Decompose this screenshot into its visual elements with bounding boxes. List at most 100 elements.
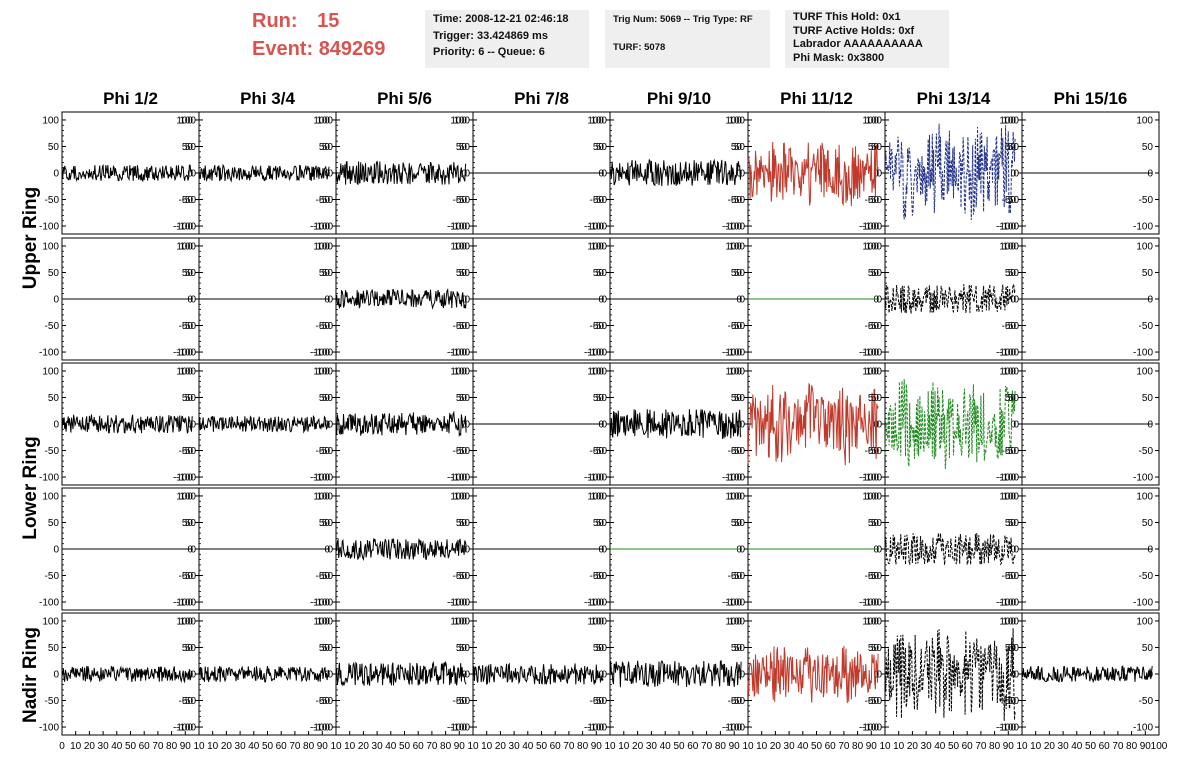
y-tick-label-right: 0 [1147, 295, 1153, 306]
y-tick-label-right: 0 [1010, 169, 1016, 180]
y-tick-label-right: 0 [598, 295, 604, 306]
y-tick-label-left: 0 [464, 545, 470, 556]
y-tick-label-right: -100 [447, 598, 467, 609]
y-tick-label-right: 50 [182, 643, 194, 654]
y-tick-label-left: 100 [728, 241, 745, 252]
y-tick-label-left: 0 [601, 545, 607, 556]
turf-line: TURF: 5078 [613, 42, 666, 53]
y-tick-label-right: -100 [310, 723, 330, 734]
x-tick-label: 90 [1003, 741, 1015, 752]
y-tick-label-right: 0 [187, 545, 193, 556]
x-tick-label: 40 [248, 741, 260, 752]
y-tick-label-right: -100 [310, 473, 330, 484]
y-tick-label-left: -100 [862, 222, 882, 233]
y-tick-label-left: -50 [45, 696, 60, 707]
y-tick-label-right: 50 [319, 643, 331, 654]
y-tick-label-right: 50 [868, 142, 880, 153]
x-tick-label: 80 [440, 741, 452, 752]
y-tick-label-left: 100 [453, 241, 470, 252]
y-tick-label-right: -100 [310, 598, 330, 609]
y-tick-label-left: 0 [1013, 295, 1019, 306]
x-tick-label: 30 [646, 741, 658, 752]
x-tick-label: 60 [687, 741, 699, 752]
y-tick-label-left: 100 [42, 241, 59, 252]
y-tick-label-right: -100 [1133, 723, 1153, 734]
y-tick-label-right: -50 [865, 571, 880, 582]
y-tick-label-right: -100 [173, 222, 193, 233]
y-tick-label-left: 100 [42, 366, 59, 377]
y-tick-label-right: -50 [865, 321, 880, 332]
y-tick-label-left: -50 [868, 571, 883, 582]
y-tick-label-right: 50 [731, 518, 743, 529]
waveform-trace [198, 415, 330, 434]
x-tick-label: 70 [152, 741, 164, 752]
y-tick-label-left: -50 [456, 571, 471, 582]
y-tick-label-left: -100 [39, 723, 59, 734]
y-tick-label-left: 0 [876, 295, 882, 306]
x-tick-label: 10 [467, 741, 479, 752]
x-tick-label: 20 [632, 741, 644, 752]
y-tick-label-right: -100 [1133, 222, 1153, 233]
y-tick-label-left: -100 [999, 222, 1019, 233]
x-tick-label: 60 [962, 741, 974, 752]
x-tick-label: 10 [879, 741, 891, 752]
y-tick-label-right: -50 [1139, 696, 1154, 707]
run-label: Run: 15 [252, 10, 339, 33]
y-tick-label-right: -100 [173, 723, 193, 734]
y-tick-label-right: 100 [587, 366, 604, 377]
y-tick-label-right: 0 [598, 420, 604, 431]
x-tick-label: 80 [852, 741, 864, 752]
y-tick-label-right: 100 [313, 241, 330, 252]
y-tick-label-left: -100 [176, 348, 196, 359]
x-tick-label: 50 [262, 741, 274, 752]
y-tick-label-right: 100 [587, 241, 604, 252]
y-tick-label-right: -50 [865, 195, 880, 206]
y-tick-label-right: -50 [453, 321, 468, 332]
y-tick-label-left: 50 [734, 142, 746, 153]
y-tick-label-left: 0 [190, 420, 196, 431]
y-tick-label-left: 0 [53, 420, 59, 431]
x-tick-label: 60 [825, 741, 837, 752]
y-tick-label-left: 50 [734, 643, 746, 654]
y-tick-label-left: -50 [731, 696, 746, 707]
turf-hold-line: TURF This Hold: 0x1 [793, 11, 901, 23]
y-tick-label-left: 50 [1008, 393, 1020, 404]
x-tick-label: 80 [166, 741, 178, 752]
x-tick-label: 40 [111, 741, 123, 752]
y-tick-label-right: 100 [725, 115, 742, 126]
x-tick-label: 100 [1151, 741, 1168, 752]
y-tick-label-left: -100 [725, 598, 745, 609]
y-tick-label-left: 0 [327, 545, 333, 556]
y-tick-label-left: 50 [596, 142, 608, 153]
y-tick-label-right: 0 [461, 169, 467, 180]
y-tick-label-left: -50 [868, 321, 883, 332]
y-tick-label-right: 0 [1147, 169, 1153, 180]
y-tick-label-left: 100 [865, 616, 882, 627]
waveform-trace [747, 141, 879, 207]
x-tick-label: 10 [1016, 741, 1028, 752]
waveform-trace [61, 414, 193, 434]
y-tick-label-left: 50 [871, 518, 883, 529]
y-tick-label-left: 100 [316, 241, 333, 252]
y-tick-label-right: 0 [736, 295, 742, 306]
y-tick-label-right: -100 [173, 473, 193, 484]
x-tick-label: 40 [1071, 741, 1083, 752]
y-tick-label-right: -100 [859, 348, 879, 359]
y-tick-label-right: 0 [598, 169, 604, 180]
y-tick-label-left: 50 [322, 268, 334, 279]
y-tick-label-right: 100 [725, 616, 742, 627]
y-tick-label-right: 50 [1005, 643, 1017, 654]
y-tick-label-right: -50 [179, 321, 194, 332]
y-tick-label-left: -100 [39, 222, 59, 233]
y-tick-label-right: 50 [182, 268, 194, 279]
y-tick-label-right: 50 [868, 643, 880, 654]
x-tick-label: 70 [563, 741, 575, 752]
y-tick-label-left: 100 [453, 616, 470, 627]
y-tick-label-right: -50 [728, 696, 743, 707]
y-tick-label-left: -100 [450, 598, 470, 609]
x-tick-label: 30 [1058, 741, 1070, 752]
y-tick-label-right: 100 [725, 241, 742, 252]
column-header: Phi 9/10 [647, 89, 711, 108]
y-tick-label-left: 100 [316, 115, 333, 126]
y-tick-label-right: 0 [1010, 670, 1016, 681]
